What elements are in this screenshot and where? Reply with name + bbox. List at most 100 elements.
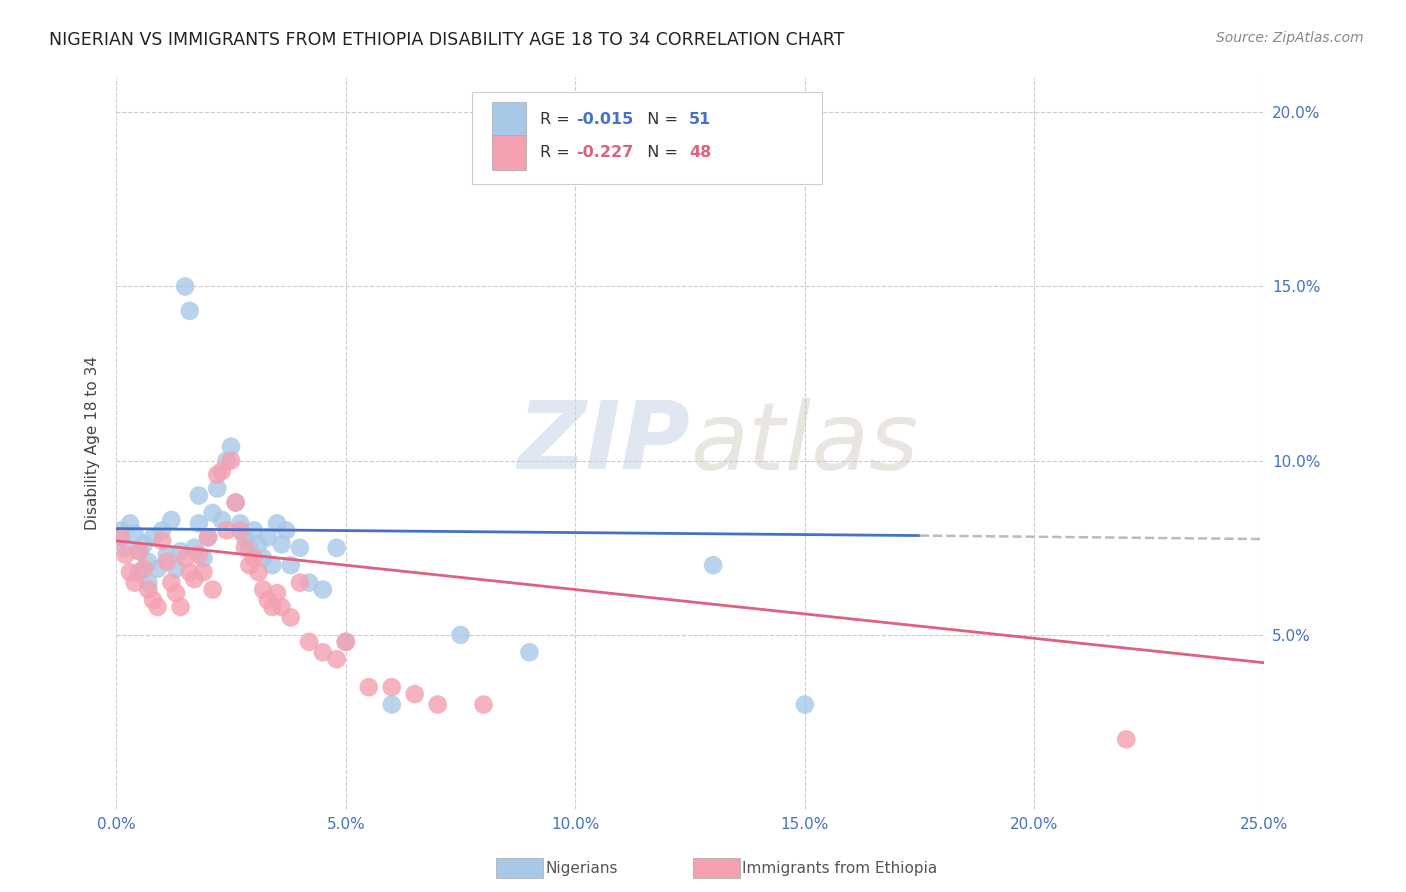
Point [270,537,292,551]
Point [201,506,224,520]
Point [243,524,266,538]
Point [174,279,197,293]
Text: -0.227: -0.227 [576,145,634,161]
Point [325,541,347,555]
Point [124,526,146,541]
Point [165,586,187,600]
Point [187,489,209,503]
Point [128,544,150,558]
Point [262,599,284,614]
Point [187,548,209,562]
Point [276,524,298,538]
Point [193,565,215,579]
Point [215,453,238,467]
Point [160,575,183,590]
Point [183,572,205,586]
Point [225,495,247,509]
Point [381,698,404,712]
Point [160,513,183,527]
Point [128,544,150,558]
Point [165,562,187,576]
Text: Source: ZipAtlas.com: Source: ZipAtlas.com [1216,31,1364,45]
Point [793,698,815,712]
Text: 48: 48 [689,145,711,161]
Text: Nigerians: Nigerians [546,862,619,876]
Point [187,516,209,531]
FancyBboxPatch shape [472,92,823,184]
Point [262,558,284,573]
Point [132,537,155,551]
Text: Immigrants from Ethiopia: Immigrants from Ethiopia [742,862,938,876]
Point [138,582,160,597]
Point [169,544,191,558]
Point [174,551,197,566]
Point [197,530,219,544]
Point [211,464,233,478]
Point [280,558,302,573]
Bar [492,136,526,170]
Point [118,516,141,531]
Point [252,551,274,566]
Point [266,586,288,600]
Point [280,610,302,624]
Point [142,530,165,544]
Point [132,562,155,576]
Point [138,575,160,590]
Point [519,645,541,659]
Point [118,565,141,579]
Point [211,513,233,527]
Point [124,575,146,590]
Point [325,652,347,666]
Text: R =: R = [540,112,575,127]
Point [150,533,173,548]
Point [252,582,274,597]
Y-axis label: Disability Age 18 to 34: Disability Age 18 to 34 [86,356,100,530]
Point [298,575,321,590]
Text: -0.015: -0.015 [576,112,634,127]
Point [298,635,321,649]
Point [335,635,357,649]
Point [193,551,215,566]
Point [288,541,311,555]
Point [243,551,266,566]
Point [450,628,472,642]
Point [219,440,242,454]
Text: R =: R = [540,145,575,161]
Point [146,599,169,614]
Point [142,593,165,607]
Point [179,304,201,318]
Text: ZIP: ZIP [517,397,690,489]
Point [183,541,205,555]
Point [247,565,270,579]
Point [219,453,242,467]
Point [197,530,219,544]
Point [201,582,224,597]
Point [288,575,311,590]
Text: NIGERIAN VS IMMIGRANTS FROM ETHIOPIA DISABILITY AGE 18 TO 34 CORRELATION CHART: NIGERIAN VS IMMIGRANTS FROM ETHIOPIA DIS… [49,31,845,49]
Point [138,555,160,569]
Point [1115,732,1137,747]
Point [357,680,380,694]
Point [114,548,136,562]
Point [128,565,150,579]
Point [266,516,288,531]
Point [110,524,132,538]
Point [150,524,173,538]
Point [110,530,132,544]
Point [207,482,229,496]
Point [426,698,449,712]
Text: atlas: atlas [690,398,918,489]
Point [114,541,136,555]
Point [179,565,201,579]
Point [404,687,426,701]
Point [270,599,292,614]
Point [247,537,270,551]
Point [156,548,179,562]
Point [225,495,247,509]
Text: N =: N = [637,145,683,161]
Point [207,467,229,482]
Point [381,680,404,694]
Point [238,558,260,573]
Text: 51: 51 [689,112,711,127]
Point [256,530,278,544]
